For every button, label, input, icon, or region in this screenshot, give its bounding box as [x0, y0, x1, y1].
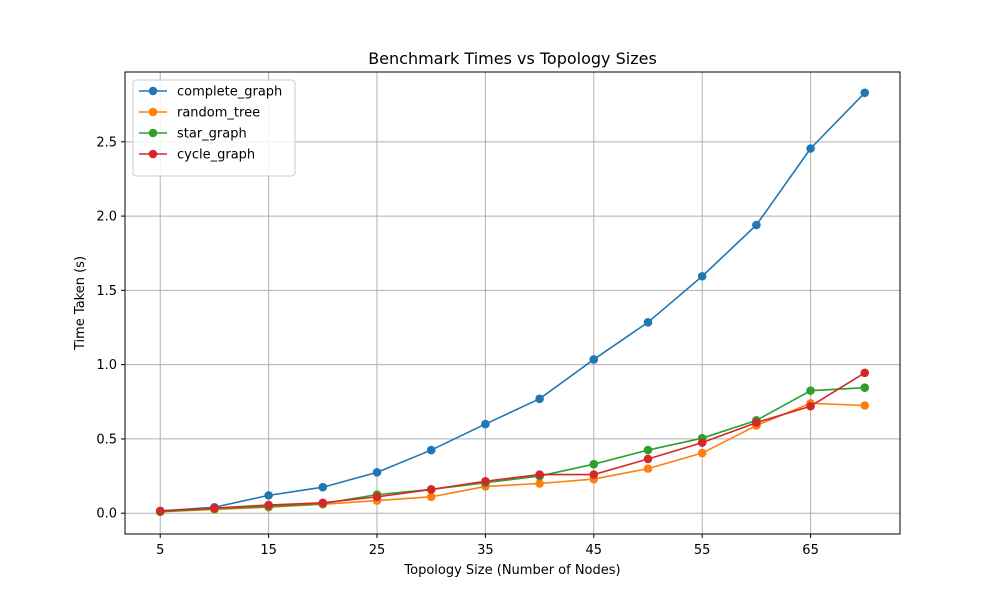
legend-marker: [148, 86, 158, 96]
legend-marker: [148, 128, 158, 138]
x-tick-label: 55: [694, 543, 711, 558]
data-point: [697, 271, 707, 281]
data-point: [806, 386, 815, 395]
x-tick-label: 5: [156, 543, 164, 558]
grid: [125, 72, 900, 534]
data-point: [426, 485, 436, 494]
data-point: [481, 419, 490, 429]
series-line: [160, 386, 865, 513]
legend-label: cycle_graph: [177, 148, 255, 163]
data-point: [264, 491, 273, 500]
data-point: [318, 498, 328, 508]
legend-marker: [148, 149, 158, 159]
data-point: [264, 500, 273, 510]
data-point: [643, 318, 653, 327]
legend-item-cycle-graph: cycle_graph: [139, 148, 255, 163]
data-point: [752, 418, 761, 427]
data-point: [643, 454, 653, 464]
chart-title: Benchmark Times vs Topology Sizes: [368, 49, 657, 68]
data-point: [535, 470, 544, 479]
data-point: [860, 88, 870, 98]
y-tick-label: 2.0: [96, 210, 117, 225]
legend-item-random-tree: random_tree: [139, 106, 260, 121]
y-tick-label: 1.5: [96, 284, 117, 299]
data-point: [860, 368, 870, 378]
x-tick-label: 45: [586, 543, 603, 558]
data-point: [806, 144, 815, 153]
x-tick-label: 15: [260, 543, 277, 558]
legend-item-complete-graph: complete_graph: [139, 85, 282, 100]
data-point: [372, 492, 382, 502]
series-line: [160, 372, 866, 512]
data-point: [589, 355, 599, 364]
data-point: [860, 401, 870, 410]
data-point: [643, 464, 653, 473]
data-point: [589, 459, 599, 469]
data-point: [426, 445, 436, 455]
data-point: [860, 383, 870, 392]
y-axis-label: Time Taken (s): [73, 256, 88, 351]
x-axis-label: Topology Size (Number of Nodes): [403, 563, 620, 578]
data-point: [806, 401, 815, 411]
y-tick-label: 0.5: [96, 432, 117, 447]
legend-label: random_tree: [177, 106, 260, 121]
data-point: [697, 448, 707, 458]
data-point: [535, 479, 544, 488]
legend: complete_graph random_tree star_graphcycle…: [132, 79, 296, 177]
data-point: [643, 445, 653, 455]
data-point: [697, 438, 707, 447]
data-point: [426, 492, 436, 502]
x-tick-label: 25: [369, 543, 386, 558]
legend-label: star_graph: [177, 127, 247, 142]
data-point: [589, 470, 599, 479]
axis-ticks: 5 15 25 35 45 55 65 0.0 0.5 1.0 1.5 2.0 2.5: [96, 135, 819, 558]
series-line: [160, 92, 866, 512]
x-tick-label: 35: [477, 543, 494, 558]
legend-box: [132, 79, 296, 177]
y-tick-label: 2.5: [96, 135, 117, 150]
data-point: [372, 468, 382, 477]
legend-label: complete_graph: [177, 85, 282, 100]
data-point: [155, 506, 165, 516]
y-tick-label: 1.0: [96, 358, 117, 373]
series-cycle-graph: [155, 368, 870, 516]
legend-marker: [148, 107, 158, 117]
data-point: [481, 476, 490, 486]
legend-item-star-graph: star_graph: [139, 127, 247, 142]
data-point: [318, 482, 328, 492]
x-tick-label: 65: [802, 543, 819, 558]
data-point: [210, 503, 219, 513]
y-tick-label: 0.0: [96, 507, 117, 522]
data-point: [752, 220, 761, 230]
series-group: [155, 88, 870, 517]
data-point: [535, 394, 544, 404]
series-complete-graph: [155, 88, 870, 516]
plot-frame: [124, 71, 901, 535]
